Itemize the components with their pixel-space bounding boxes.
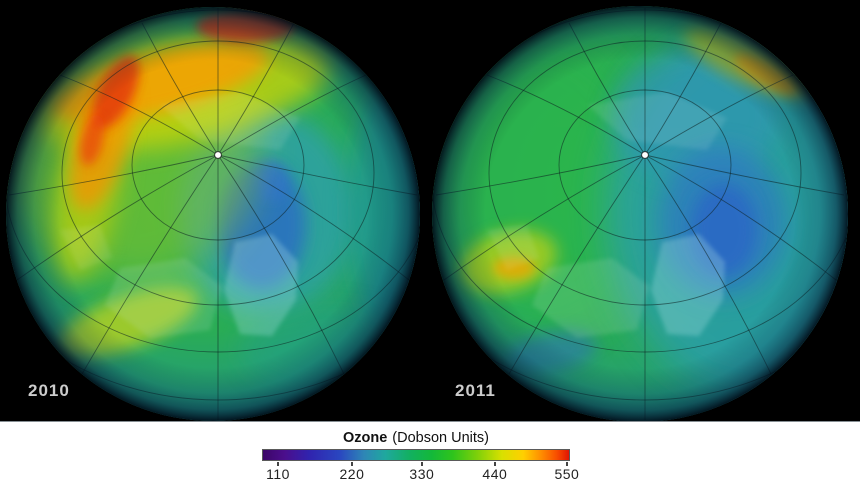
colorbar-tick-110: [277, 462, 280, 466]
colorbar-tick-440: [493, 462, 496, 466]
colorbar-label-550: 550: [554, 466, 580, 482]
colorbar-label-440: 440: [482, 466, 508, 482]
legend-title: Ozone (Dobson Units): [202, 430, 630, 446]
colorbar-label-110: 110: [266, 466, 290, 482]
year-label-2011: 2011: [455, 381, 496, 400]
colorbar-tick-330: [420, 462, 423, 466]
ozone-globes-artwork: [6, 6, 848, 421]
globe-2011-limb-shading: [432, 6, 848, 421]
year-label-2010: 2010: [28, 381, 70, 400]
colorbar-gradient: [262, 449, 570, 461]
legend-title-units: (Dobson Units): [392, 430, 489, 446]
globes-panel: 2010 2011: [6, 6, 848, 421]
colorbar-label-220: 220: [339, 466, 365, 482]
legend-title-name: Ozone: [342, 430, 388, 446]
legend-footer: Ozone (Dobson Units) 110 220 330 440 550: [0, 421, 860, 484]
colorbar-tick-220: [350, 462, 353, 466]
colorbar-label-330: 330: [409, 466, 435, 482]
colorbar-tick-550: [565, 462, 568, 466]
globe-2010: [6, 7, 420, 421]
globe-2010-limb-shading: [6, 7, 420, 421]
colorbar-legend: Ozone (Dobson Units) 110 220 330 440 550: [262, 422, 579, 484]
